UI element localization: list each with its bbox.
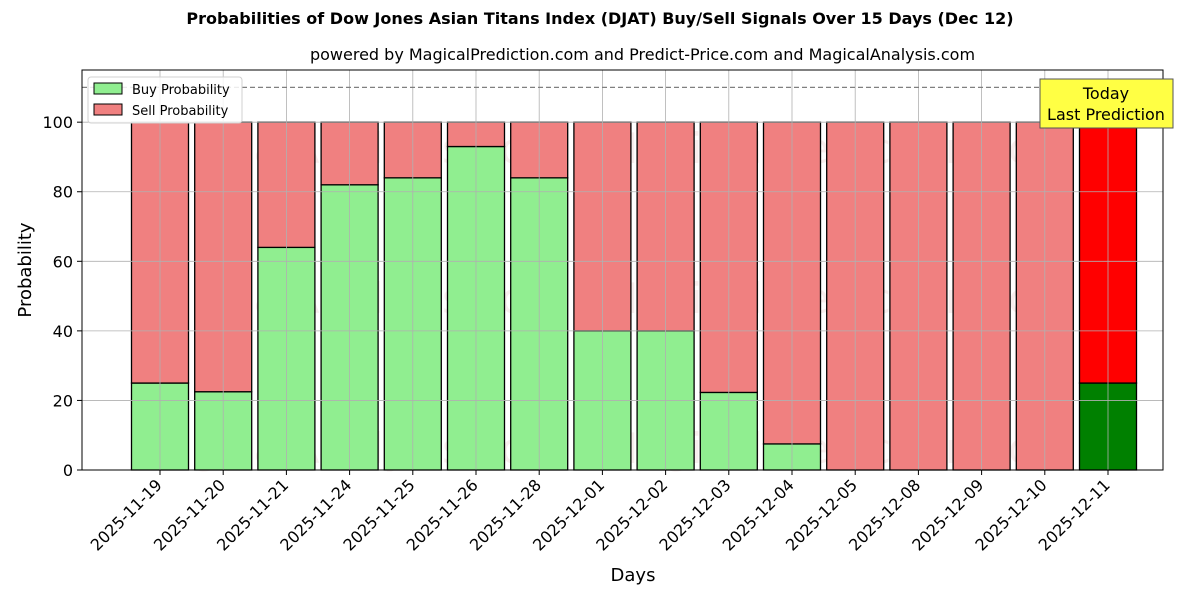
annotation-line2: Last Prediction <box>1047 105 1165 124</box>
annotation-box <box>1039 78 1174 129</box>
legend-label-buy: Buy Probability <box>132 83 230 98</box>
y-tick-label: 0 <box>63 461 73 480</box>
legend: Buy Probability Sell Probability <box>87 76 243 124</box>
annotation-line1: Today <box>1082 84 1129 103</box>
chart-subtitle: powered by MagicalPrediction.com and Pre… <box>309 45 976 64</box>
x-axis-label: Days <box>611 565 656 586</box>
y-tick-label: 80 <box>53 183 73 202</box>
today-annotation: Today Last Prediction <box>1039 78 1174 129</box>
y-tick-label: 100 <box>42 113 73 132</box>
y-tick-label: 60 <box>53 252 73 271</box>
y-tick-label: 40 <box>53 322 73 341</box>
y-axis: 0 20 40 60 80 100 Probability <box>15 113 82 480</box>
y-tick-label: 20 <box>53 391 73 410</box>
legend-swatch-sell <box>93 103 123 116</box>
axes-frame <box>81 69 1164 471</box>
legend-box <box>87 76 243 124</box>
legend-swatch-buy <box>93 82 123 95</box>
x-axis: 2025-11-192025-11-202025-11-212025-11-24… <box>87 470 1114 586</box>
chart-title: Probabilities of Dow Jones Asian Titans … <box>186 9 1014 28</box>
y-axis-label: Probability <box>15 222 36 317</box>
legend-label-sell: Sell Probability <box>132 104 229 119</box>
